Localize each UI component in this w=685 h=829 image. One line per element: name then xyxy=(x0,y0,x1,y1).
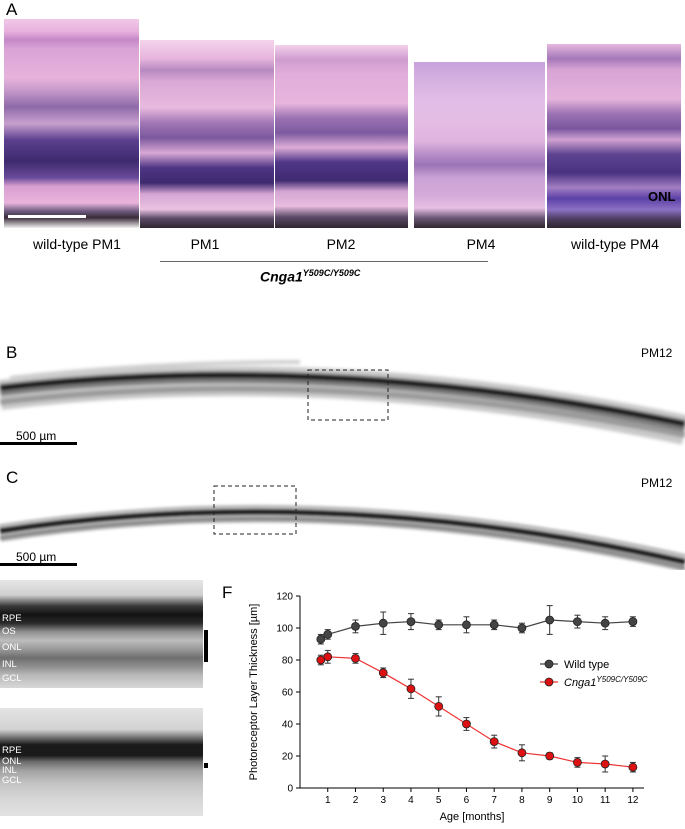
panel-letter-f: F xyxy=(222,583,233,602)
legend-label: Wild type xyxy=(564,659,609,671)
panel-letter-c: C xyxy=(6,468,19,487)
histology-image-wildtype-pm1 xyxy=(4,19,139,228)
oct-scan-c xyxy=(0,485,685,570)
panel-c-timepoint: PM12 xyxy=(641,476,673,490)
panel-b-timepoint: PM12 xyxy=(641,346,673,360)
genotype-label-main: Cnga1 xyxy=(260,268,303,285)
data-point xyxy=(351,622,360,631)
layer-label-d-os: OS xyxy=(2,626,16,637)
thickness-bar-e xyxy=(204,763,208,768)
x-tick-label: 7 xyxy=(491,795,497,806)
y-tick-label: 20 xyxy=(282,752,294,763)
series-line xyxy=(320,656,633,768)
data-point xyxy=(434,702,444,711)
data-point xyxy=(351,654,360,663)
layer-label-e-inl: INL xyxy=(2,765,17,776)
x-tick-label: 2 xyxy=(353,795,359,806)
data-point xyxy=(323,652,333,662)
histology-image-mutant-pm4 xyxy=(414,62,545,228)
data-point xyxy=(628,617,638,626)
x-tick-label: 5 xyxy=(436,795,442,806)
y-tick-label: 120 xyxy=(276,592,293,603)
series-wild-type xyxy=(316,605,638,645)
layer-label-d-inl: INL xyxy=(2,659,17,670)
data-point xyxy=(545,615,555,625)
x-tick-label: 12 xyxy=(627,795,639,806)
histology-image-mutant-pm2 xyxy=(275,45,408,228)
legend-marker xyxy=(544,677,554,687)
series-mutant xyxy=(316,649,638,773)
genotype-bracket-line xyxy=(160,261,488,262)
layer-label-d-gcl: GCL xyxy=(2,673,22,684)
x-axis-label: Age [months] xyxy=(440,811,505,823)
y-axis-label: Photoreceptor Layer Thickness [µm] xyxy=(248,604,260,781)
data-point xyxy=(573,617,582,626)
x-tick-label: 4 xyxy=(408,795,414,806)
data-point xyxy=(316,634,326,644)
data-point xyxy=(323,630,333,639)
histology-image-wildtype-pm4 xyxy=(547,44,681,228)
data-point xyxy=(600,618,610,628)
oct-c-zoom-box xyxy=(213,485,297,535)
oct-scan-b xyxy=(0,360,685,445)
legend-marker xyxy=(544,659,554,669)
data-point xyxy=(406,684,416,694)
histology-scale-bar xyxy=(8,215,86,218)
scale-bar-b xyxy=(0,442,77,445)
caption-wildtype-pm1: wild-type PM1 xyxy=(33,236,121,252)
genotype-label-superscript: Y509C/Y509C xyxy=(302,268,361,278)
caption-pm1: PM1 xyxy=(190,236,220,252)
scale-bar-c xyxy=(0,563,77,566)
layer-label-e-gcl: GCL xyxy=(2,775,22,786)
oct-zoom-d xyxy=(0,580,203,688)
caption-wildtype-pm4: wild-type PM4 xyxy=(571,236,659,252)
y-tick-label: 60 xyxy=(282,688,294,699)
data-point xyxy=(517,623,527,633)
data-point xyxy=(378,618,388,628)
scale-bar-b-label: 500 µm xyxy=(16,429,57,443)
layer-label-e-onl: ONL xyxy=(2,756,22,767)
oct-b-zoom-box xyxy=(307,369,389,421)
data-point xyxy=(573,757,582,767)
data-point xyxy=(545,751,555,761)
y-tick-label: 0 xyxy=(287,784,293,795)
x-tick-label: 9 xyxy=(547,795,553,806)
onl-label: ONL xyxy=(648,189,676,204)
data-point xyxy=(462,719,471,729)
data-point xyxy=(517,748,527,758)
layer-label-d-onl: ONL xyxy=(2,642,22,653)
series-line xyxy=(320,619,633,640)
panel-letter-a: A xyxy=(6,0,18,19)
legend-label-superscript: Y509C/Y509C xyxy=(596,675,647,684)
x-tick-label: 6 xyxy=(464,795,470,806)
data-point xyxy=(406,617,416,626)
layer-label-e-rpe: RPE xyxy=(2,745,22,756)
data-point xyxy=(628,762,638,772)
caption-pm2: PM2 xyxy=(326,236,356,252)
data-point xyxy=(462,620,471,630)
x-tick-label: 11 xyxy=(600,795,611,806)
x-tick-label: 8 xyxy=(519,795,525,806)
data-point xyxy=(600,759,610,769)
data-point xyxy=(489,737,499,747)
genotype-label: Cnga1Y509C/Y509C xyxy=(260,268,360,285)
x-tick-label: 3 xyxy=(380,795,386,806)
thickness-bar-d xyxy=(204,630,208,662)
oct-zoom-e xyxy=(0,708,203,816)
caption-pm4: PM4 xyxy=(466,236,496,252)
data-point xyxy=(378,668,388,678)
y-tick-label: 100 xyxy=(276,624,293,635)
histology-image-mutant-pm1 xyxy=(140,40,274,228)
data-point xyxy=(489,620,499,630)
scale-bar-c-label: 500 µm xyxy=(16,550,57,564)
y-tick-label: 40 xyxy=(282,720,294,731)
x-tick-label: 1 xyxy=(325,795,331,806)
legend-label: Cnga1Y509C/Y509C xyxy=(564,675,648,689)
y-tick-label: 80 xyxy=(282,656,294,667)
panel-letter-b: B xyxy=(6,343,18,362)
x-tick-label: 10 xyxy=(572,795,584,806)
data-point xyxy=(434,620,444,630)
layer-label-d-rpe: RPE xyxy=(2,613,22,624)
